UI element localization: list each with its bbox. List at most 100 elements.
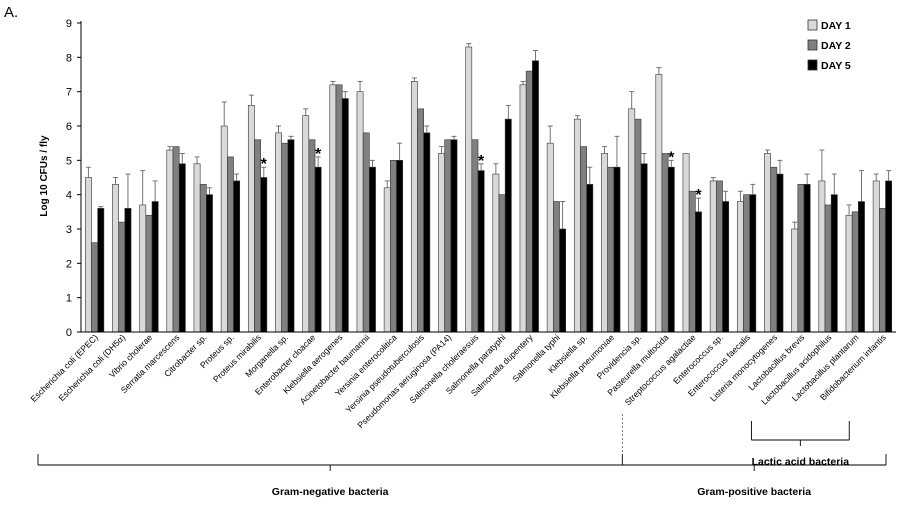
bar-day-1	[601, 153, 608, 333]
bar-day-1	[818, 180, 826, 333]
significance-star: *	[478, 153, 485, 170]
bar-day-2	[688, 190, 696, 333]
bar-day-2	[743, 194, 750, 333]
y-axis: 0 1 2 3 4 5 6 7 8 9	[66, 18, 82, 339]
y-tick-label: 5	[66, 155, 72, 167]
bar-day-5	[233, 180, 241, 333]
bar-day-2	[281, 142, 289, 333]
significance-star: *	[261, 156, 268, 173]
significance-markers: * * * * *	[261, 146, 703, 204]
x-axis: Escherichia coli (EPEC)Escherichia coli …	[28, 331, 896, 430]
bar-day-1	[791, 228, 799, 333]
bar-day-5	[532, 60, 539, 333]
x-tick-label: Proteus mirabilis	[211, 332, 263, 384]
bar-day-5	[776, 173, 784, 333]
significance-star: *	[668, 149, 675, 166]
bar-day-1	[193, 163, 201, 333]
panel-label: A.	[4, 4, 18, 21]
legend-swatch	[807, 59, 818, 71]
group-label-gram-positive: Gram-positive bacteria	[697, 486, 811, 498]
bar-day-1	[247, 105, 255, 333]
bar-day-1	[465, 46, 473, 333]
bar-day-5	[206, 194, 213, 333]
bar-day-1	[438, 153, 445, 333]
bar-day-5	[396, 160, 404, 333]
bar-day-2	[851, 211, 859, 333]
bar-day-5	[287, 139, 295, 333]
y-tick-label: 9	[66, 18, 72, 30]
bar-day-2	[580, 146, 587, 333]
bar-day-2	[661, 153, 669, 333]
bar-day-1	[329, 84, 337, 333]
bar-day-5	[749, 194, 757, 333]
bar-day-5	[314, 166, 322, 333]
bar-day-2	[390, 160, 397, 333]
significance-star: *	[315, 146, 322, 163]
bar-day-1	[275, 132, 282, 333]
y-tick-label: 0	[66, 327, 72, 339]
bar-day-1	[112, 184, 119, 333]
bar-day-2	[91, 242, 98, 333]
bar-day-5	[695, 211, 702, 333]
bar-day-5	[151, 201, 159, 333]
bar-day-1	[764, 153, 771, 333]
bar-day-1	[736, 201, 744, 333]
bar-day-1	[573, 118, 581, 333]
bar-day-2	[498, 194, 506, 333]
bar-day-2	[634, 118, 642, 333]
bar-day-2	[199, 184, 207, 333]
bar-day-2	[879, 208, 886, 333]
legend-label: DAY 1	[821, 20, 851, 32]
bar-day-2	[444, 139, 452, 333]
bar-day-5	[559, 228, 567, 333]
bar-day-5	[423, 132, 431, 333]
bar-day-2	[607, 166, 615, 333]
legend-label: DAY 5	[821, 60, 851, 72]
bar-day-2	[118, 221, 126, 333]
bar-day-5	[858, 201, 865, 333]
bar-day-2	[227, 156, 234, 333]
bar-day-2	[553, 201, 560, 333]
bar-day-2	[824, 204, 832, 333]
bar-day-1	[519, 84, 527, 333]
y-tick-label: 3	[66, 224, 72, 236]
legend-label: DAY 2	[821, 40, 851, 52]
bar-day-1	[139, 204, 147, 333]
y-tick-label: 1	[66, 293, 72, 305]
bar-day-5	[613, 166, 621, 333]
legend-swatch	[807, 19, 818, 31]
bar-day-5	[667, 166, 675, 333]
bar-day-2	[417, 108, 424, 333]
bars	[84, 46, 893, 333]
y-tick-label: 2	[66, 258, 72, 270]
y-tick-label: 4	[66, 190, 72, 202]
bar-day-2	[335, 84, 343, 333]
y-tick-label: 7	[66, 87, 72, 99]
significance-star: *	[695, 187, 702, 204]
bar-day-5	[586, 184, 594, 333]
bar-day-2	[716, 180, 723, 333]
bar-day-2	[172, 146, 180, 333]
bar-day-2	[308, 139, 316, 333]
bar-day-1	[709, 180, 717, 333]
bar-day-5	[722, 201, 730, 333]
bar-day-1	[356, 91, 364, 333]
bar-day-1	[655, 74, 663, 333]
y-tick-label: 6	[66, 121, 72, 133]
bar-day-1	[492, 173, 500, 333]
error-bars	[85, 43, 892, 229]
bar-day-1	[682, 153, 690, 333]
bar-day-5	[885, 180, 893, 333]
bar-day-5	[369, 166, 376, 333]
group-label-gram-negative: Gram-negative bacteria	[272, 486, 389, 498]
bar-day-5	[341, 98, 349, 333]
bar-day-5	[450, 139, 458, 333]
bar-day-5	[97, 208, 105, 333]
legend: DAY 1 DAY 2 DAY 5	[807, 19, 851, 72]
bar-day-1	[302, 115, 310, 333]
bar-day-1	[220, 125, 228, 333]
bar-day-2	[797, 184, 805, 333]
legend-swatch	[807, 39, 818, 51]
